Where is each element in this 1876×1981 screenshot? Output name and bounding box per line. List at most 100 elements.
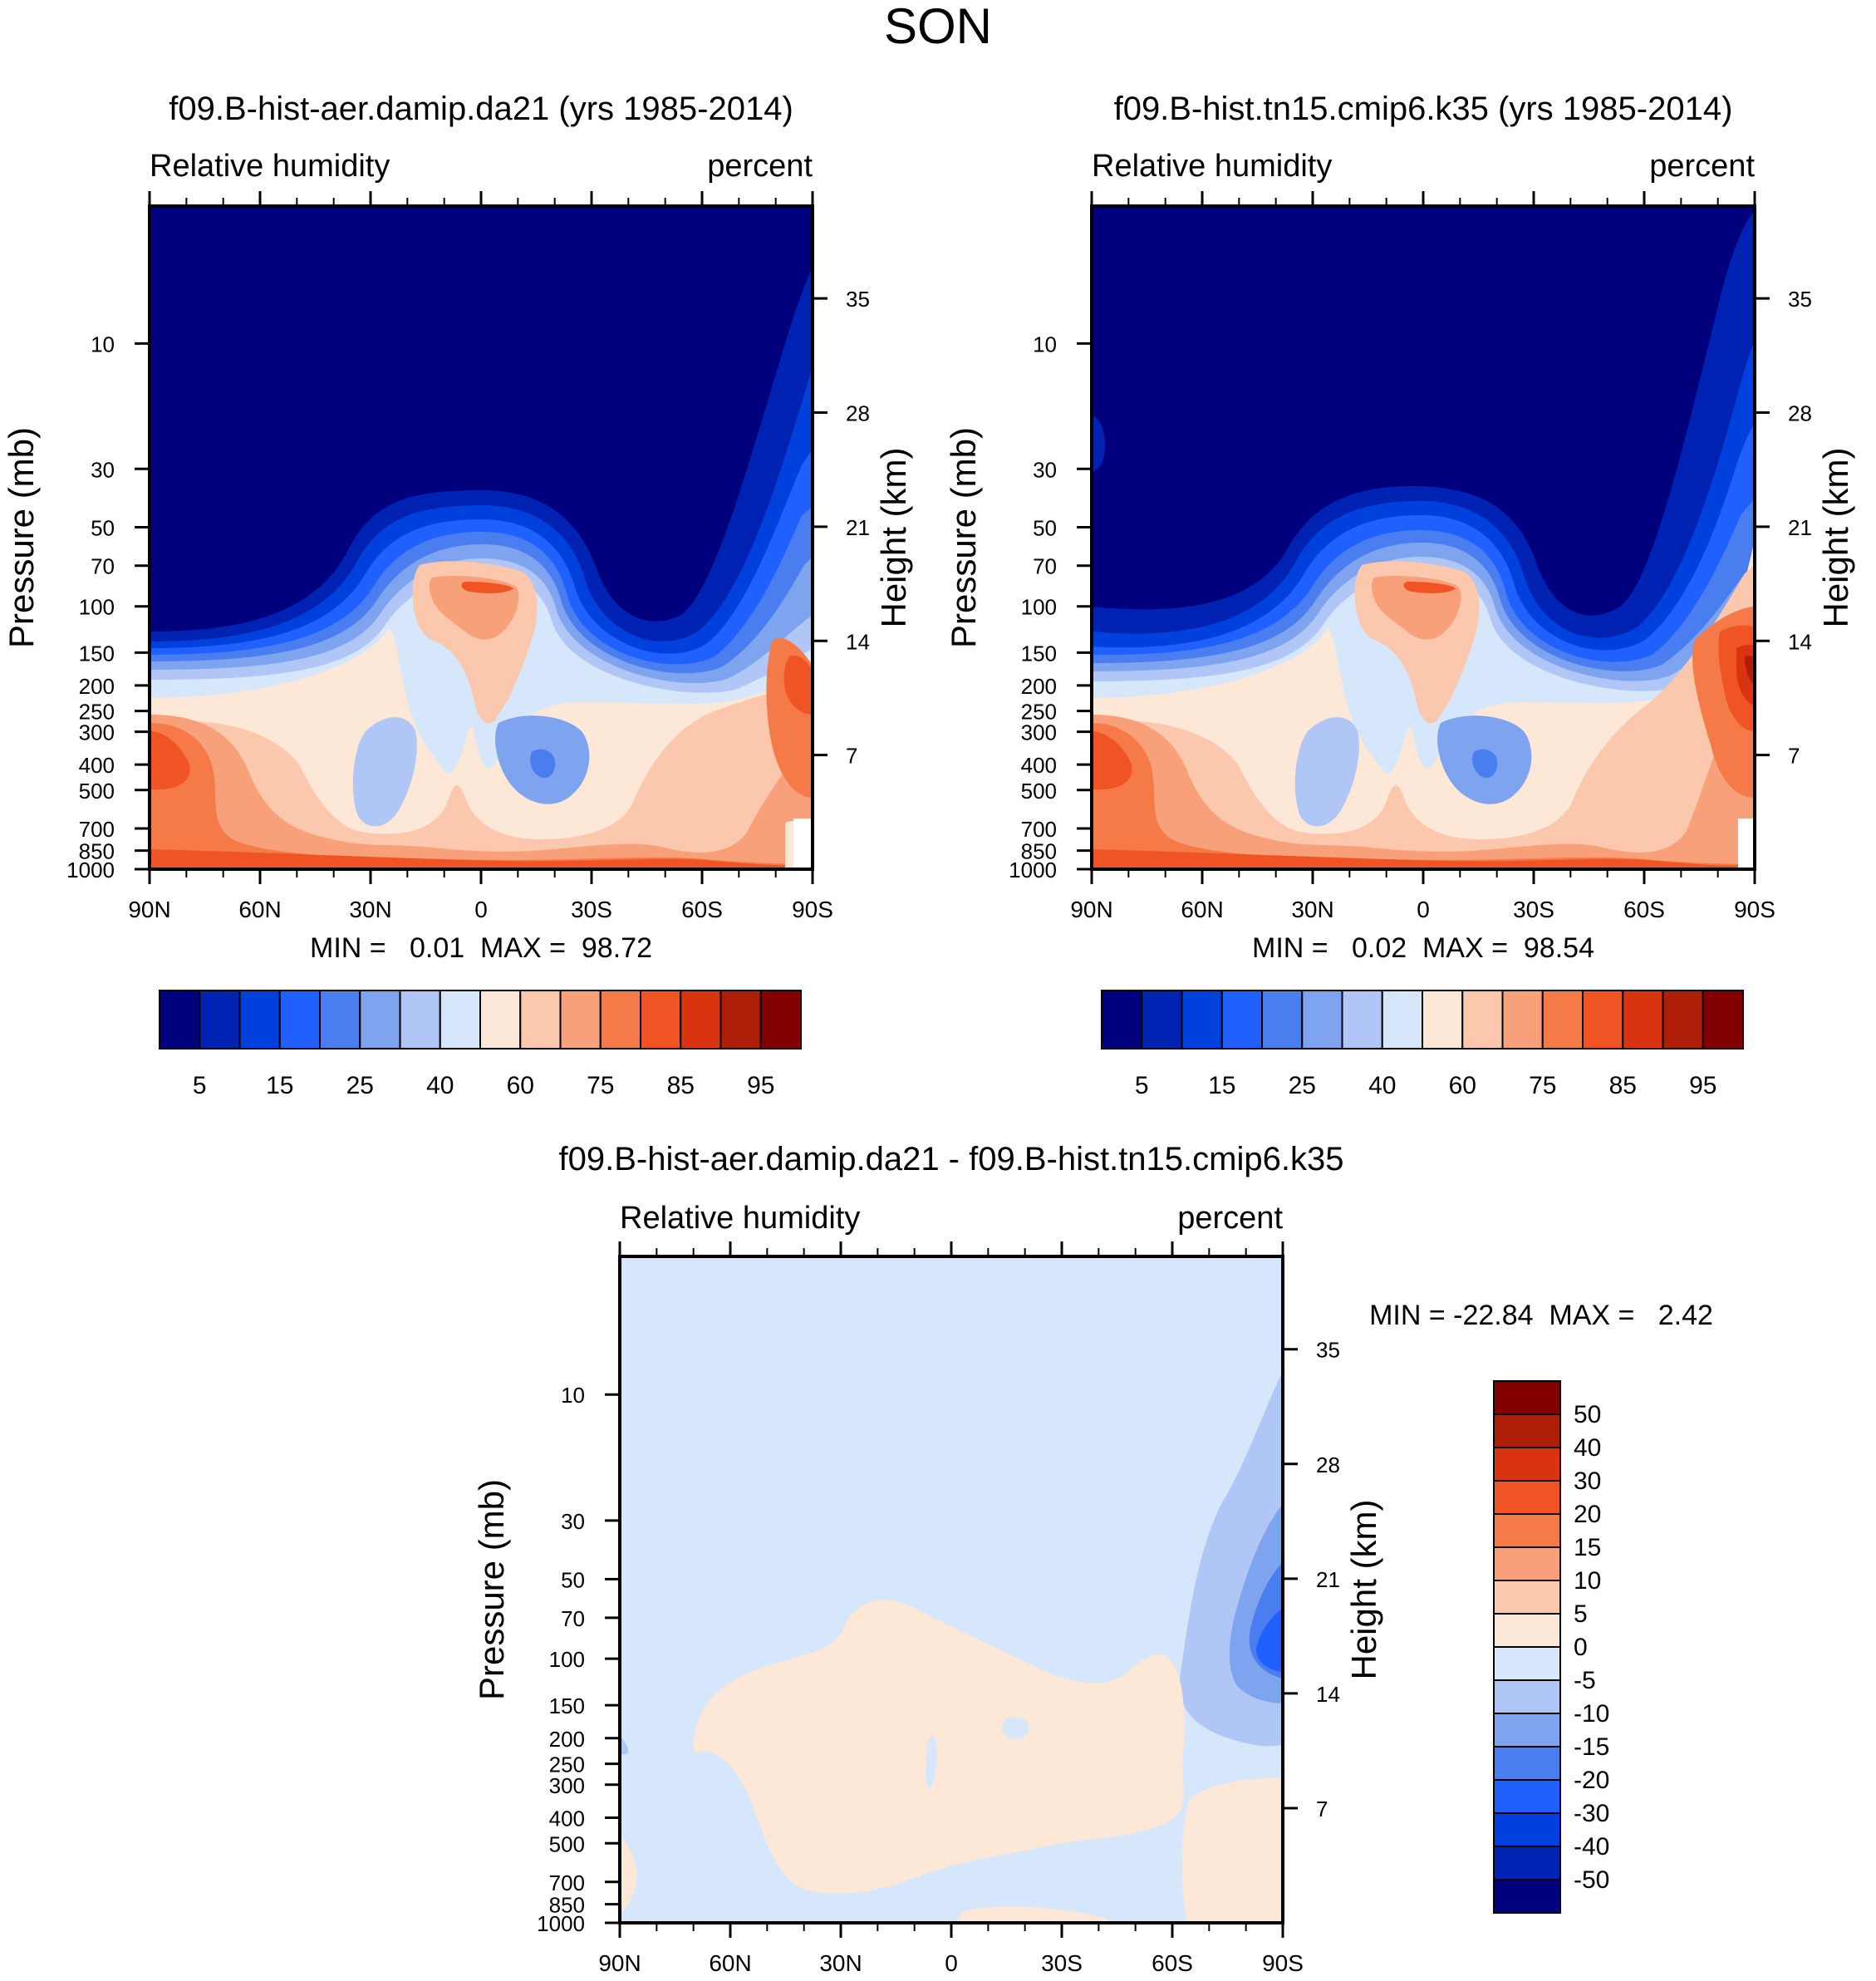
- panel-2-contour-field: [1092, 206, 1755, 869]
- pressure-tick-label: 400: [79, 753, 115, 778]
- height-tick-label: 14: [1316, 1682, 1340, 1707]
- lat-tick-label: 30S: [1041, 1950, 1083, 1976]
- pressure-tick-label: 850: [79, 839, 115, 864]
- pressure-tick-label: 50: [561, 1567, 585, 1592]
- panel-1-axes: 1030507010015020025030040050070085010003…: [66, 191, 870, 922]
- height-tick-label: 35: [846, 287, 870, 312]
- colorbar-box: [1493, 1746, 1561, 1781]
- colorbar-box: [1381, 990, 1423, 1049]
- colorbar-label: 15: [266, 1072, 293, 1099]
- pressure-tick-label: 1000: [66, 858, 115, 882]
- colorbar-box: [719, 990, 762, 1049]
- colorbar-label: 30: [1574, 1467, 1601, 1495]
- panel-3-axes: 1030507010015020025030040050070085010003…: [537, 1241, 1340, 1976]
- panel-1-title: f09.B-hist-aer.damip.da21 (yrs 1985-2014…: [169, 91, 793, 127]
- colorbar-box: [1541, 990, 1584, 1049]
- pressure-tick-label: 250: [549, 1752, 585, 1777]
- pressure-tick-label: 10: [1033, 332, 1057, 356]
- panel-3-y2-axis-label: Height (km): [1344, 1499, 1383, 1679]
- panel-1: f09.B-hist-aer.damip.da21 (yrs 1985-2014…: [2, 91, 913, 1099]
- colorbar-label: 60: [507, 1072, 534, 1099]
- panel-2-y2-axis-label: Height (km): [1816, 447, 1855, 627]
- colorbar-label: 75: [1529, 1072, 1556, 1099]
- panel-2-axes: 1030507010015020025030040050070085010003…: [1009, 191, 1812, 922]
- pressure-tick-label: 700: [79, 817, 115, 842]
- colorbar-box: [1493, 1846, 1561, 1880]
- panel-3-y-axis-label: Pressure (mb): [472, 1479, 511, 1700]
- colorbar-label: 40: [1574, 1434, 1601, 1462]
- lat-tick-label: 90N: [598, 1950, 641, 1976]
- panel-3: f09.B-hist-aer.damip.da21 - f09.B-hist.t…: [472, 1141, 1713, 1976]
- colorbar-box: [1493, 1779, 1561, 1814]
- colorbar-box: [1261, 990, 1304, 1049]
- colorbar-box: [278, 990, 321, 1049]
- panel-1-minmax: MIN = 0.01 MAX = 98.72: [310, 932, 652, 964]
- colorbar-box: [359, 990, 401, 1049]
- colorbar-box: [1493, 1879, 1561, 1914]
- colorbar-box: [479, 990, 522, 1049]
- colorbar-label: 85: [1609, 1072, 1637, 1099]
- pressure-tick-label: 1000: [537, 1911, 585, 1936]
- lat-tick-label: 30N: [1291, 897, 1333, 922]
- panel-1-contour-field: [150, 206, 813, 869]
- colorbar-box: [1493, 1413, 1561, 1448]
- colorbar-box: [1622, 990, 1664, 1049]
- colorbar-box: [1341, 990, 1383, 1049]
- colorbar-label: 60: [1449, 1072, 1476, 1099]
- panel-1-units-label: percent: [707, 149, 813, 184]
- lat-tick-label: 60N: [238, 897, 281, 922]
- height-tick-label: 28: [846, 401, 870, 426]
- panel-2: f09.B-hist.tn15.cmip6.k35 (yrs 1985-2014…: [944, 91, 1855, 1099]
- colorbar-box: [319, 990, 361, 1049]
- colorbar-label: 5: [1574, 1600, 1588, 1628]
- lat-tick-label: 30N: [819, 1950, 862, 1976]
- panel-1-y2-axis-label: Height (km): [874, 447, 913, 627]
- height-tick-label: 14: [1788, 629, 1812, 654]
- pressure-tick-label: 400: [1021, 753, 1057, 778]
- colorbar-box: [1493, 1480, 1561, 1515]
- lat-tick-label: 60S: [1152, 1950, 1193, 1976]
- pressure-tick-label: 400: [549, 1806, 585, 1831]
- panel-1-y-axis-label: Pressure (mb): [2, 427, 41, 648]
- pressure-tick-label: 300: [79, 720, 115, 745]
- height-tick-label: 7: [846, 744, 857, 769]
- pressure-tick-label: 700: [549, 1870, 585, 1895]
- pressure-tick-label: 70: [561, 1606, 585, 1631]
- colorbar-label: 25: [346, 1072, 374, 1099]
- pressure-tick-label: 500: [79, 779, 115, 804]
- colorbar-label: 95: [1689, 1072, 1716, 1099]
- colorbar-label: 5: [1135, 1072, 1149, 1099]
- height-tick-label: 14: [846, 629, 870, 654]
- colorbar-box: [199, 990, 241, 1049]
- colorbar-label: -20: [1574, 1767, 1609, 1794]
- pressure-tick-label: 50: [91, 515, 115, 540]
- lat-tick-label: 0: [945, 1950, 958, 1976]
- pressure-tick-label: 10: [91, 332, 115, 356]
- pressure-tick-label: 250: [79, 700, 115, 725]
- pressure-tick-label: 200: [1021, 674, 1057, 699]
- colorbar-box: [1493, 1447, 1561, 1482]
- panel-1-colorbar: 5 15 25 40 60 75 85 95: [159, 990, 802, 1099]
- pressure-tick-label: 50: [1033, 515, 1057, 540]
- pressure-tick-label: 30: [91, 457, 115, 482]
- pressure-tick-label: 500: [549, 1831, 585, 1856]
- pressure-tick-label: 250: [1021, 700, 1057, 725]
- colorbar-box: [1702, 990, 1744, 1049]
- pressure-tick-label: 850: [549, 1893, 585, 1918]
- colorbar-label: 40: [1368, 1072, 1396, 1099]
- panel-3-contour-field: [620, 1256, 1283, 1923]
- colorbar-box: [439, 990, 481, 1049]
- height-tick-label: 21: [1788, 515, 1812, 540]
- colorbar-box: [399, 990, 441, 1049]
- pressure-tick-label: 500: [1021, 779, 1057, 804]
- colorbar-box: [599, 990, 641, 1049]
- height-tick-label: 7: [1316, 1797, 1328, 1821]
- panel-2-units-label: percent: [1649, 149, 1755, 184]
- lat-tick-label: 30N: [349, 897, 391, 922]
- colorbar-box: [1493, 1679, 1561, 1714]
- colorbar-label: -30: [1574, 1800, 1609, 1827]
- panel-2-variable-label: Relative humidity: [1092, 149, 1332, 184]
- colorbar-box: [1493, 1713, 1561, 1748]
- pressure-tick-label: 100: [79, 595, 115, 620]
